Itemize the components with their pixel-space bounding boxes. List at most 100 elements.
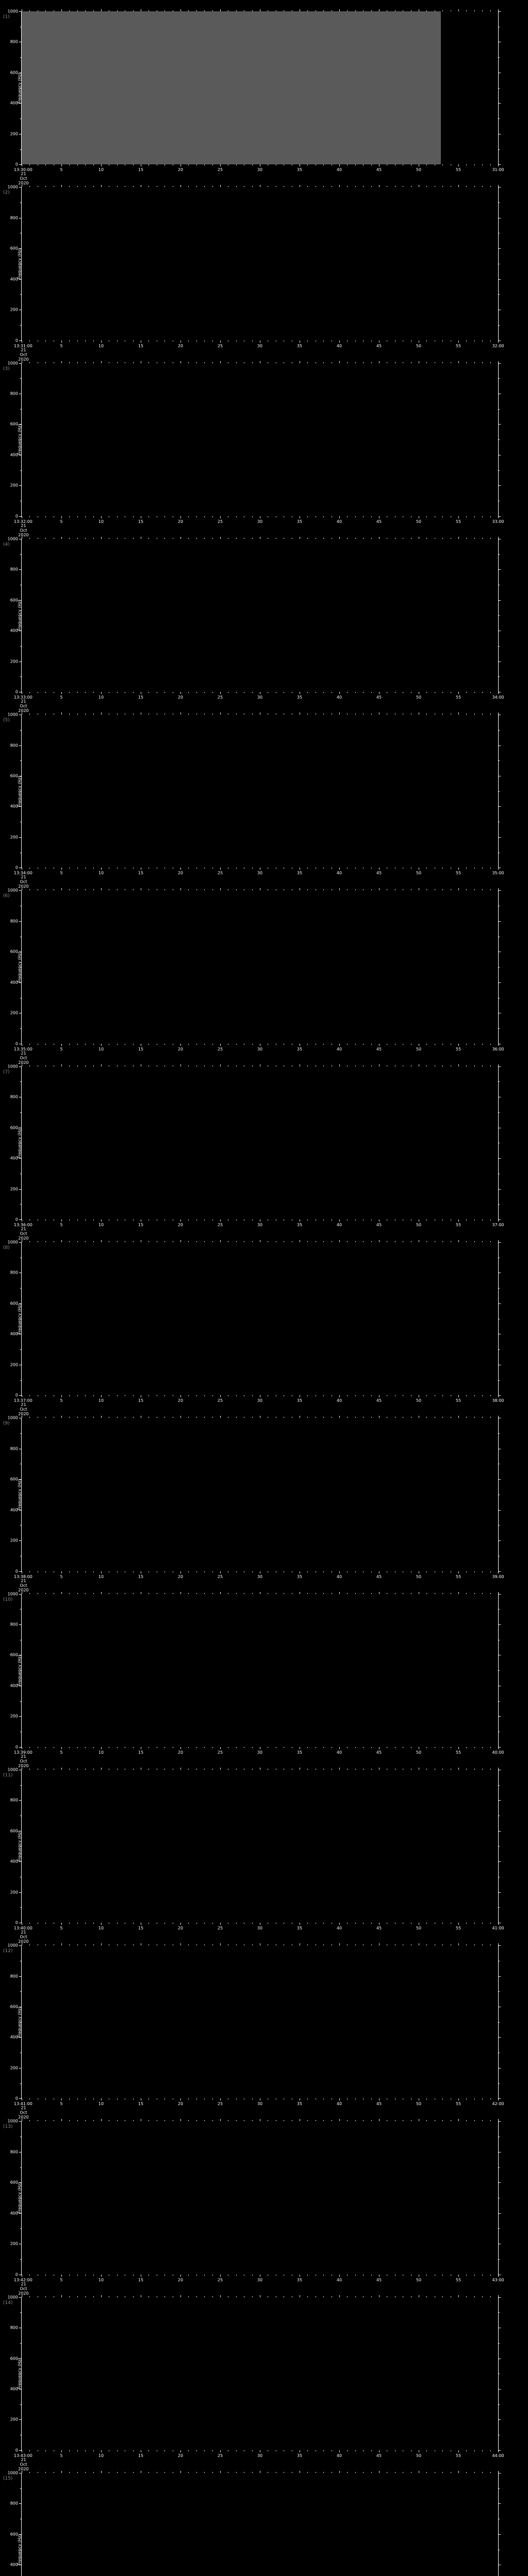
y-tick-minor-right: [498, 1349, 500, 1350]
y-tick-label: 600: [10, 2004, 18, 2009]
x-tick-minor: [363, 340, 364, 342]
y-tick-label: 800: [10, 1270, 18, 1275]
x-tick-minor: [236, 868, 237, 869]
x-tick-minor: [236, 2274, 237, 2276]
y-tick-minor: [20, 1991, 22, 1992]
x-tick-top-minor: [347, 714, 348, 715]
x-tick-minor: [69, 340, 70, 342]
x-tick-label: 41:00: [492, 1926, 504, 1931]
x-tick-top-minor: [188, 2296, 189, 2297]
x-tick-minor: [474, 516, 475, 517]
date-line: 21: [21, 347, 26, 352]
x-tick-top-minor: [355, 1417, 356, 1418]
x-tick-top-minor: [204, 537, 205, 539]
y-tick-label: 600: [10, 1652, 18, 1657]
x-tick-minor: [426, 2274, 427, 2276]
x-tick-top-minor: [474, 2120, 475, 2122]
x-tick-top-minor: [252, 1241, 253, 1242]
x-tick-top-minor: [212, 1768, 213, 1770]
x-tick-top-minor: [371, 1241, 372, 1242]
x-tick-label: 45: [376, 1398, 382, 1403]
x-tick-top: [339, 1943, 340, 1946]
x-tick-label: 40: [336, 1222, 342, 1227]
x-tick-top-minor: [323, 1592, 324, 1594]
x-tick-top-minor: [474, 2471, 475, 2473]
x-tick-minor: [426, 2098, 427, 2100]
x-tick-minor: [347, 1923, 348, 1924]
x-tick-minor: [371, 1219, 372, 1221]
x-tick-top-minor: [442, 889, 443, 891]
x-tick-label: 20: [177, 2102, 184, 2107]
x-tick-top-minor: [442, 1944, 443, 1946]
x-tick-top-minor: [252, 2296, 253, 2297]
x-tick-minor: [188, 340, 189, 342]
x-tick-top-minor: [77, 1065, 78, 1066]
x-tick-minor: [474, 1395, 475, 1397]
x-tick-label: 40: [336, 1574, 342, 1579]
y-tick: [19, 279, 22, 280]
x-tick-top-minor: [188, 1592, 189, 1594]
y-tick-label: 1000: [7, 9, 18, 14]
y-tick-label: 400: [10, 452, 18, 457]
x-tick-minor: [93, 1571, 94, 1572]
x-tick-label: 35: [296, 871, 303, 876]
y-tick: [19, 103, 22, 104]
x-tick-label: 13:32:00: [13, 519, 32, 524]
x-tick: [220, 1747, 221, 1749]
x-tick-label: 50: [416, 343, 422, 348]
x-tick-minor: [133, 692, 134, 693]
y-tick-minor: [20, 967, 22, 968]
x-tick-minor: [29, 1395, 30, 1397]
y-tick-right: [498, 187, 501, 188]
x-tick-top-minor: [77, 1592, 78, 1594]
x-tick-minor: [117, 1923, 118, 1924]
x-tick-top-minor: [474, 2296, 475, 2297]
x-tick-top-minor: [236, 2296, 237, 2297]
y-tick-minor-right: [498, 1670, 500, 1671]
x-tick: [339, 868, 340, 870]
panel-inner: (14) Frequency (Hz) 0 200 400 600 800 1000 13:43…: [0, 2286, 528, 2471]
x-tick-top-minor: [347, 1241, 348, 1242]
x-tick-top-minor: [69, 1065, 70, 1066]
x-tick-top: [180, 1064, 181, 1066]
x-tick-top-minor: [204, 889, 205, 891]
x-tick: [458, 516, 459, 518]
x-tick-minor: [29, 2098, 30, 2100]
x-tick-minor: [69, 1395, 70, 1397]
x-tick: [180, 2098, 181, 2101]
y-tick-label: 400: [10, 1156, 18, 1161]
x-tick: [220, 2274, 221, 2277]
y-tick-minor-right: [498, 1433, 500, 1434]
x-tick-minor: [363, 1395, 364, 1397]
x-tick-minor: [45, 2274, 46, 2276]
x-tick-top: [498, 713, 499, 715]
x-tick-top-minor: [148, 714, 150, 715]
x-tick-top-minor: [371, 1768, 372, 1770]
y-tick-label: 200: [10, 131, 18, 137]
x-tick-top: [498, 1591, 499, 1594]
x-tick-minor: [236, 1571, 237, 1572]
y-tick-label: 200: [10, 1010, 18, 1015]
x-tick-top-minor: [212, 714, 213, 715]
x-tick-top-minor: [426, 889, 427, 891]
x-tick-top: [379, 713, 380, 715]
x-tick: [61, 1395, 62, 1398]
x-tick-top-minor: [363, 186, 364, 188]
y-tick-label: 200: [10, 835, 18, 840]
panel-inner: (2) Frequency (Hz) 0 200 400 600 800 1000 13:31:…: [0, 176, 528, 362]
x-tick: [498, 164, 499, 167]
x-tick-top-minor: [371, 1592, 372, 1594]
x-tick-top: [220, 9, 221, 11]
spectrogram-panel: (11) Frequency (Hz) 0 200 400 600 800 1000 13:40…: [0, 1758, 528, 1944]
x-tick: [220, 1395, 221, 1398]
x-tick-minor: [77, 2098, 78, 2100]
x-tick-top: [180, 1591, 181, 1594]
y-tick-minor-right: [498, 325, 500, 326]
y-tick: [19, 806, 22, 807]
x-tick-top: [61, 2295, 62, 2297]
x-tick-minor: [371, 1747, 372, 1748]
x-tick-top: [339, 1767, 340, 1770]
x-tick-top-minor: [347, 362, 348, 363]
x-tick-top: [61, 185, 62, 188]
plot-area: 0 200 400 600 800 1000 13:41:00 5 10 15 20 25 30 35 40…: [8, 1943, 504, 2120]
